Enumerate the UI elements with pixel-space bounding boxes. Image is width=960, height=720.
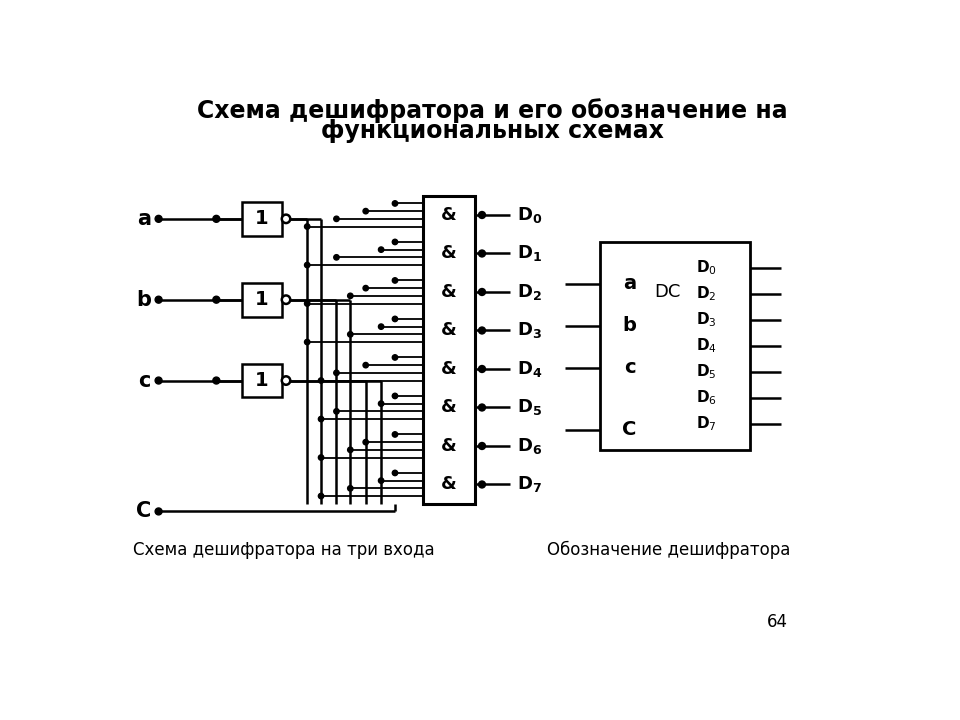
Circle shape — [378, 478, 384, 483]
Text: &: & — [441, 206, 457, 224]
Text: $\mathbf{D_2}$: $\mathbf{D_2}$ — [517, 282, 542, 302]
Circle shape — [319, 493, 324, 499]
Circle shape — [319, 378, 324, 383]
Circle shape — [363, 362, 369, 368]
Circle shape — [478, 289, 486, 295]
Circle shape — [156, 296, 162, 303]
Text: D$_7$: D$_7$ — [696, 415, 717, 433]
Circle shape — [478, 443, 486, 449]
Text: D$_5$: D$_5$ — [696, 363, 716, 381]
Text: C: C — [135, 501, 151, 521]
Bar — [600, 242, 750, 450]
Circle shape — [393, 201, 397, 206]
Text: c: c — [624, 359, 636, 377]
Circle shape — [478, 366, 486, 372]
Text: функциональных схемах: функциональных схемах — [321, 119, 663, 143]
Circle shape — [304, 262, 310, 268]
Text: &: & — [441, 360, 457, 378]
Text: D$_0$: D$_0$ — [696, 258, 717, 277]
Bar — [242, 202, 282, 235]
Circle shape — [393, 470, 397, 476]
Text: a: a — [623, 274, 636, 294]
Circle shape — [304, 339, 310, 345]
Text: b: b — [622, 316, 636, 336]
Circle shape — [213, 377, 220, 384]
Circle shape — [478, 212, 486, 218]
Circle shape — [319, 416, 324, 422]
Circle shape — [348, 293, 353, 299]
Text: $\mathbf{D_0}$: $\mathbf{D_0}$ — [517, 205, 542, 225]
Circle shape — [393, 316, 397, 322]
Circle shape — [363, 285, 369, 291]
Circle shape — [478, 250, 486, 257]
Circle shape — [393, 393, 397, 399]
Text: $\mathbf{D_6}$: $\mathbf{D_6}$ — [517, 436, 542, 456]
Text: $\mathbf{D_5}$: $\mathbf{D_5}$ — [517, 397, 542, 418]
Circle shape — [363, 439, 369, 445]
Circle shape — [213, 215, 220, 222]
Circle shape — [478, 404, 486, 411]
Text: $\mathbf{D_4}$: $\mathbf{D_4}$ — [517, 359, 542, 379]
Text: &: & — [441, 437, 457, 455]
Circle shape — [304, 301, 310, 306]
Text: $\mathbf{D_1}$: $\mathbf{D_1}$ — [517, 243, 542, 264]
Circle shape — [378, 401, 384, 406]
Circle shape — [378, 324, 384, 329]
Text: c: c — [138, 371, 151, 390]
Text: b: b — [136, 289, 151, 310]
Circle shape — [282, 295, 290, 304]
Circle shape — [334, 409, 339, 414]
Text: D$_6$: D$_6$ — [696, 389, 717, 408]
Text: 1: 1 — [255, 290, 269, 309]
Circle shape — [393, 239, 397, 245]
Text: &: & — [441, 283, 457, 301]
Text: D$_2$: D$_2$ — [696, 284, 716, 303]
Circle shape — [478, 481, 486, 488]
Text: C: C — [622, 420, 636, 439]
Text: DC: DC — [654, 283, 681, 301]
Text: $\mathbf{D_3}$: $\mathbf{D_3}$ — [517, 320, 542, 341]
Circle shape — [156, 215, 162, 222]
Text: &: & — [441, 398, 457, 416]
Circle shape — [334, 255, 339, 260]
Circle shape — [393, 278, 397, 283]
Text: a: a — [137, 209, 151, 229]
Circle shape — [156, 508, 162, 515]
Text: D$_3$: D$_3$ — [696, 310, 717, 329]
Circle shape — [348, 486, 353, 491]
Bar — [242, 364, 282, 397]
Circle shape — [282, 215, 290, 223]
Circle shape — [334, 370, 339, 376]
Text: $\mathbf{D_7}$: $\mathbf{D_7}$ — [517, 474, 542, 495]
Circle shape — [156, 377, 162, 384]
Circle shape — [363, 209, 369, 214]
Text: Схема дешифратора на три входа: Схема дешифратора на три входа — [133, 541, 435, 559]
Text: Обозначение дешифратора: Обозначение дешифратора — [547, 541, 791, 559]
Circle shape — [378, 247, 384, 252]
Text: D$_4$: D$_4$ — [696, 336, 717, 355]
Circle shape — [348, 447, 353, 453]
Text: &: & — [441, 475, 457, 493]
Text: &: & — [441, 322, 457, 340]
Text: 64: 64 — [766, 613, 787, 631]
Text: 1: 1 — [255, 371, 269, 390]
Circle shape — [393, 355, 397, 360]
Circle shape — [478, 327, 486, 334]
Circle shape — [393, 432, 397, 437]
Circle shape — [304, 224, 310, 229]
Circle shape — [282, 377, 290, 384]
Bar — [242, 283, 282, 317]
Circle shape — [319, 455, 324, 460]
Circle shape — [348, 332, 353, 337]
Circle shape — [213, 296, 220, 303]
Text: &: & — [441, 245, 457, 263]
Text: Схема дешифратора и его обозначение на: Схема дешифратора и его обозначение на — [197, 99, 787, 123]
Bar — [422, 196, 475, 504]
Text: 1: 1 — [255, 210, 269, 228]
Circle shape — [334, 216, 339, 222]
